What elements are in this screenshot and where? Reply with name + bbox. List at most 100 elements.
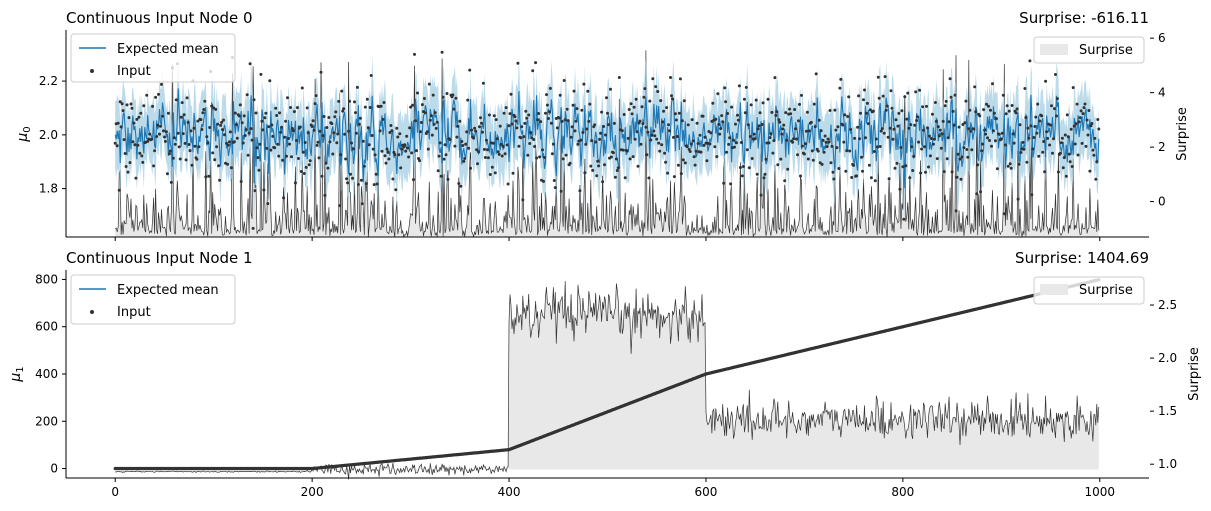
panel-0-input-point (413, 52, 416, 56)
panel-0-input-point (918, 88, 922, 92)
panel-0-input-point (752, 132, 756, 136)
panel-0-input-point (456, 124, 460, 128)
panel-0-input-point (962, 146, 966, 150)
panel-0-input-point (1095, 160, 1099, 164)
panel-0-input-point (901, 165, 905, 169)
panel-0-input-point (254, 111, 258, 115)
panel-0-input-point (893, 166, 897, 170)
panel-0-input-point (531, 69, 535, 73)
panel-0-input-point (1064, 174, 1068, 178)
panel-0-input-point (323, 193, 327, 197)
panel-0-input-point (972, 127, 976, 131)
panel-0-input-point (777, 118, 781, 122)
panel-0-input-point (915, 119, 919, 122)
panel-0-input-point (1096, 118, 1100, 121)
panel-0-input-point (306, 131, 310, 135)
panel-0-y-ticks: 1.8 2.0 2.2 (39, 74, 66, 196)
panel-0-input-point (153, 149, 157, 153)
panel-0-input-point (853, 136, 857, 140)
panel-0-input-point (774, 113, 778, 117)
panel-0-input-point (354, 131, 358, 135)
panel-0-input-point (291, 129, 295, 133)
panel-0-input-point (410, 151, 414, 155)
panel-0-input-point (117, 188, 121, 192)
panel-0-plot-area (113, 50, 1101, 238)
panel-0-input-point (214, 107, 218, 111)
panel-0-input-point (397, 153, 401, 157)
panel-0-input-point (546, 117, 550, 120)
panel-0-input-point (211, 151, 215, 155)
panel-0-input-point (949, 95, 953, 99)
panel-0-input-point (348, 99, 351, 103)
panel-0-input-point (416, 91, 419, 95)
panel-0-input-point (359, 178, 363, 182)
panel-0-input-point (216, 122, 220, 126)
panel-0-input-point (201, 111, 205, 115)
panel-0-input-point (459, 184, 463, 188)
panel-0-input-point (262, 188, 266, 192)
panel-0-input-point (579, 138, 583, 142)
panel-0-input-point (559, 189, 563, 193)
panel-1-surprise-total: Surprise: 1404.69 (1015, 249, 1149, 267)
panel-0-input-point (727, 142, 731, 146)
panel-0-input-point (839, 77, 843, 81)
panel-0-input-point (289, 106, 292, 109)
panel-0-input-point (883, 75, 887, 79)
panel-0-expected-mean-series (114, 88, 1100, 189)
panel-0-input-point (293, 181, 297, 185)
panel-0-input-point (510, 122, 514, 126)
panel-0-input-point (702, 143, 706, 147)
panel-0-input-point (805, 110, 809, 114)
panel-0-input-point (426, 147, 430, 151)
panel-0-surprise-series (114, 50, 1100, 238)
panel-0-input-point (292, 110, 296, 114)
panel-0-input-point (632, 105, 636, 109)
panel-1-legend-input-swatch (90, 310, 94, 314)
panel-0-input-point (491, 141, 495, 145)
panel-0-input-point (462, 159, 466, 163)
p0-y2-tick-label: 0 (1158, 195, 1166, 209)
panel-0-input-point (473, 126, 477, 130)
panel-0-input-point (537, 112, 541, 115)
panel-0-input-point (448, 138, 452, 142)
panel-0-input-point (938, 128, 942, 132)
panel-0-input-point (648, 99, 652, 103)
panel-0-input-point (169, 180, 173, 184)
panel-0-input-point (444, 153, 448, 157)
panel-0-input-point (129, 102, 133, 106)
panel-0-input-point (326, 166, 330, 170)
panel-0-input-point (240, 121, 244, 125)
panel-0-input-point (984, 132, 988, 136)
panel-1-legend2: Surprise (1033, 276, 1145, 305)
panel-0-input-point (502, 111, 506, 115)
panel-1-x-ticks: 0 200 400 600 800 1000 (111, 478, 1115, 499)
panel-0-input-point (1019, 151, 1023, 154)
panel-0-input-point (674, 118, 678, 122)
panel-0-input-point (664, 160, 668, 164)
panel-0-input-point (849, 128, 853, 131)
panel-0-input-point (1079, 109, 1083, 113)
panel-0-input-point (334, 110, 338, 114)
panel-0-input-point (1025, 160, 1029, 164)
panel-0-input-point (852, 163, 856, 167)
panel-0-input-point (960, 155, 964, 159)
panel-1-y2-ticks: 1.0 1.5 2.0 2.5 (1150, 298, 1177, 471)
panel-0-input-point (948, 77, 952, 81)
p1-x-tick-label: 200 (301, 485, 324, 499)
panel-0-input-point (150, 137, 154, 141)
panel-0-input-point (796, 153, 799, 157)
panel-0-input-point (1089, 124, 1093, 128)
panel-0-input-point (718, 132, 722, 136)
p1-y-tick-label: 400 (35, 367, 58, 381)
panel-0-input-point (261, 128, 265, 132)
panel-0-input-point (688, 150, 692, 153)
panel-0-input-point (598, 137, 602, 141)
panel-0-legend2-swatch (1040, 44, 1068, 55)
panel-0-input-point (124, 165, 128, 168)
panel-0-input-point (658, 149, 662, 153)
panel-0-input-point (800, 144, 804, 148)
panel-0-input-point (753, 137, 757, 141)
panel-0-input-point (981, 142, 985, 146)
panel-0-input-point (199, 118, 203, 122)
panel-0-input-point (563, 118, 567, 122)
